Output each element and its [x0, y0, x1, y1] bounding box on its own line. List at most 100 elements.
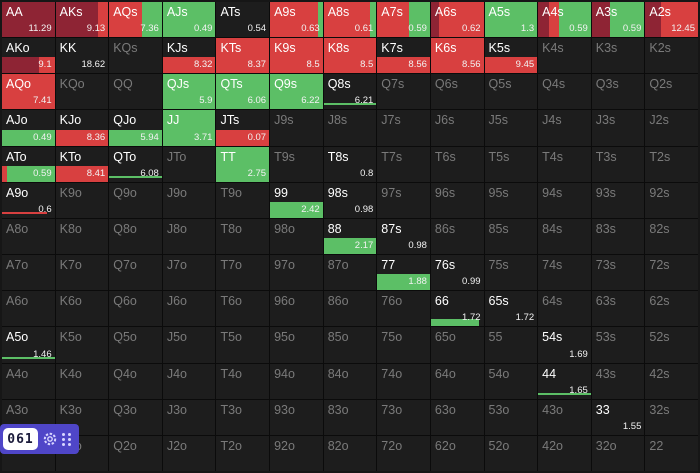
hand-cell[interactable]: QJo 5.94 — [109, 110, 162, 146]
hand-cell[interactable]: T8s 0.8 — [323, 146, 377, 182]
hand-cell[interactable]: 84s — [538, 218, 591, 255]
hand-cell[interactable]: 52s — [645, 327, 698, 363]
hand-cell[interactable]: 87o — [323, 255, 377, 291]
hand-cell[interactable]: 97s — [377, 182, 430, 218]
hand-cell[interactable]: Q6o — [109, 291, 162, 327]
hand-cell[interactable]: 53o — [484, 399, 538, 435]
hand-cell[interactable]: 99 2.42 — [270, 182, 323, 218]
hand-cell[interactable]: K5s 9.45 — [484, 38, 538, 74]
hand-cell[interactable]: Q2o — [109, 435, 162, 471]
hand-cell[interactable]: 53s — [591, 327, 645, 363]
hand-cell[interactable]: T9s — [270, 146, 323, 182]
hand-cell[interactable]: ATs 0.54 — [216, 2, 270, 38]
hand-cell[interactable]: K8o — [55, 218, 109, 255]
hand-cell[interactable]: Q3s — [591, 74, 645, 110]
hand-cell[interactable]: T4o — [216, 363, 270, 399]
hand-cell[interactable]: Q6s — [430, 74, 484, 110]
hand-cell[interactable]: 22 — [645, 435, 698, 471]
hand-cell[interactable]: K4s — [538, 38, 591, 74]
hand-cell[interactable]: K9o — [55, 182, 109, 218]
hand-cell[interactable]: AJs 0.49 — [162, 2, 216, 38]
hand-cell[interactable]: T2s — [645, 146, 698, 182]
hand-cell[interactable]: K4o — [55, 363, 109, 399]
hand-cell[interactable]: J4o — [162, 363, 216, 399]
hand-cell[interactable]: 83s — [591, 218, 645, 255]
hand-cell[interactable]: AKs 9.13 — [55, 2, 109, 38]
gear-icon[interactable] — [42, 431, 58, 447]
hand-cell[interactable]: 92o — [270, 435, 323, 471]
hand-cell[interactable]: 82o — [323, 435, 377, 471]
hand-cell[interactable]: 63o — [430, 399, 484, 435]
hand-cell[interactable]: 64s — [538, 291, 591, 327]
hand-cell[interactable]: QTo 6.08 — [109, 146, 162, 182]
hand-cell[interactable]: 97o — [270, 255, 323, 291]
hand-cell[interactable]: K8s 8.5 — [323, 38, 377, 74]
hand-cell[interactable]: JTo — [162, 146, 216, 182]
hand-cell[interactable]: J2o — [162, 435, 216, 471]
hand-cell[interactable]: 72s — [645, 255, 698, 291]
hand-cell[interactable]: A7s 0.59 — [377, 2, 430, 38]
hand-cell[interactable]: 44 1.65 — [538, 363, 591, 399]
hand-cell[interactable]: QJs 5.9 — [162, 74, 216, 110]
hand-cell[interactable]: KK 18.62 — [55, 38, 109, 74]
hand-cell[interactable]: T6s — [430, 146, 484, 182]
hand-cell[interactable]: T5s — [484, 146, 538, 182]
hand-cell[interactable]: 96o — [270, 291, 323, 327]
hand-cell[interactable]: T9o — [216, 182, 270, 218]
hand-cell[interactable]: 64o — [430, 363, 484, 399]
hand-cell[interactable]: K9s 8.5 — [270, 38, 323, 74]
hand-cell[interactable]: Q5s — [484, 74, 538, 110]
hand-cell[interactable]: Q8o — [109, 218, 162, 255]
hand-cell[interactable]: K5o — [55, 327, 109, 363]
hand-cell[interactable]: 83o — [323, 399, 377, 435]
hand-cell[interactable]: J5o — [162, 327, 216, 363]
hand-cell[interactable]: A5o 1.46 — [2, 327, 55, 363]
hand-cell[interactable]: 95o — [270, 327, 323, 363]
hand-cell[interactable]: 42o — [538, 435, 591, 471]
hand-cell[interactable]: A9o 0.6 — [2, 182, 55, 218]
hand-cell[interactable]: T7s — [377, 146, 430, 182]
hand-cell[interactable]: 43s — [591, 363, 645, 399]
hand-cell[interactable]: 98o — [270, 218, 323, 255]
hand-cell[interactable]: 54s 1.69 — [538, 327, 591, 363]
hand-cell[interactable]: K7o — [55, 255, 109, 291]
hand-cell[interactable]: KJo 8.36 — [55, 110, 109, 146]
hand-cell[interactable]: J5s — [484, 110, 538, 146]
hand-cell[interactable]: 74o — [377, 363, 430, 399]
hand-cell[interactable]: J7s — [377, 110, 430, 146]
hand-cell[interactable]: 73o — [377, 399, 430, 435]
hand-cell[interactable]: J9o — [162, 182, 216, 218]
hand-cell[interactable]: TT 2.75 — [216, 146, 270, 182]
hand-cell[interactable]: 75s — [484, 255, 538, 291]
hand-cell[interactable]: J3o — [162, 399, 216, 435]
hand-cell[interactable]: T4s — [538, 146, 591, 182]
hand-cell[interactable]: Q4o — [109, 363, 162, 399]
hand-cell[interactable]: J3s — [591, 110, 645, 146]
hand-cell[interactable]: 86s — [430, 218, 484, 255]
hand-cell[interactable]: JTs 0.07 — [216, 110, 270, 146]
hand-cell[interactable]: 54o — [484, 363, 538, 399]
hand-cell[interactable]: Q8s 6.21 — [323, 74, 377, 110]
hand-cell[interactable]: 74s — [538, 255, 591, 291]
hand-cell[interactable]: 72o — [377, 435, 430, 471]
hand-cell[interactable]: 85s — [484, 218, 538, 255]
hand-cell[interactable]: 94s — [538, 182, 591, 218]
hand-cell[interactable]: A9s 0.63 — [270, 2, 323, 38]
hand-cell[interactable]: T6o — [216, 291, 270, 327]
hand-cell[interactable]: KTs 8.37 — [216, 38, 270, 74]
hand-cell[interactable]: T5o — [216, 327, 270, 363]
hand-cell[interactable]: 98s 0.98 — [323, 182, 377, 218]
hand-cell[interactable]: Q7o — [109, 255, 162, 291]
hand-cell[interactable]: A3s 0.59 — [591, 2, 645, 38]
hand-cell[interactable]: 63s — [591, 291, 645, 327]
hand-cell[interactable]: 76o — [377, 291, 430, 327]
hand-cell[interactable]: 75o — [377, 327, 430, 363]
hand-cell[interactable]: J7o — [162, 255, 216, 291]
hand-cell[interactable]: Q9s 6.22 — [270, 74, 323, 110]
hand-cell[interactable]: 42s — [645, 363, 698, 399]
hand-cell[interactable]: ATo 0.59 — [2, 146, 55, 182]
hand-cell[interactable]: AKo 9.1 — [2, 38, 55, 74]
hand-cell[interactable]: 88 2.17 — [323, 218, 377, 255]
hand-cell[interactable]: 84o — [323, 363, 377, 399]
hand-cell[interactable]: 86o — [323, 291, 377, 327]
